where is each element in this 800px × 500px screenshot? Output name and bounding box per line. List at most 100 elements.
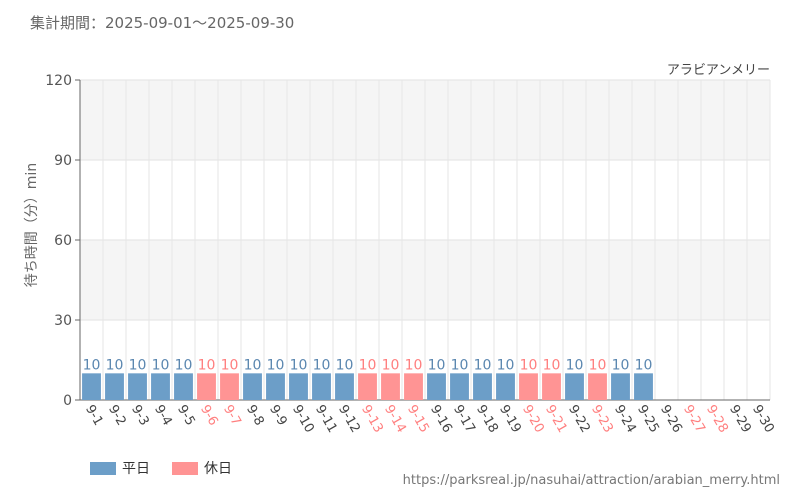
data-label-9-14: 10 <box>382 357 400 373</box>
data-label-9-6: 10 <box>198 357 216 373</box>
data-label-9-2: 10 <box>106 357 124 373</box>
bar-9-8 <box>243 373 262 400</box>
x-tick-label-9-7: 9-7 <box>220 403 244 429</box>
data-label-9-9: 10 <box>267 357 285 373</box>
bar-9-22 <box>565 373 584 400</box>
y-tick-label: 30 <box>54 313 72 329</box>
bar-9-17 <box>450 373 469 400</box>
x-tick-label-9-30: 9-30 <box>749 403 777 436</box>
data-label-9-20: 10 <box>520 357 538 373</box>
y-axis-tick-labels: 0 30 60 90 120 <box>45 73 72 409</box>
x-tick-label-9-25: 9-25 <box>634 403 662 436</box>
x-tick-label-9-27: 9-27 <box>680 403 708 436</box>
legend: 平日 休日 <box>90 458 232 478</box>
data-label-9-8: 10 <box>244 357 262 373</box>
x-tick-label-9-15: 9-15 <box>404 403 432 436</box>
x-tick-label-9-28: 9-28 <box>703 403 731 436</box>
data-label-9-17: 10 <box>451 357 469 373</box>
bar-9-9 <box>266 373 285 400</box>
bar-9-15 <box>404 373 423 400</box>
bar-9-23 <box>588 373 607 400</box>
x-tick-label-9-24: 9-24 <box>611 403 639 436</box>
data-label-9-12: 10 <box>336 357 354 373</box>
data-label-9-13: 10 <box>359 357 377 373</box>
x-tick-label-9-18: 9-18 <box>473 403 501 436</box>
legend-item-weekday: 平日 <box>90 458 150 478</box>
x-tick-label-9-11: 9-11 <box>312 403 340 436</box>
data-label-9-15: 10 <box>405 357 423 373</box>
x-tick-label-9-16: 9-16 <box>427 403 455 436</box>
bar-9-3 <box>128 373 147 400</box>
bar-9-4 <box>151 373 170 400</box>
x-tick-label-9-29: 9-29 <box>726 403 754 436</box>
data-label-9-18: 10 <box>474 357 492 373</box>
bar-9-24 <box>611 373 630 400</box>
data-label-9-22: 10 <box>566 357 584 373</box>
x-tick-label-9-19: 9-19 <box>496 403 524 436</box>
x-tick-label-9-13: 9-13 <box>358 403 386 436</box>
x-tick-label-9-22: 9-22 <box>565 403 593 436</box>
x-tick-label-9-8: 9-8 <box>243 403 267 429</box>
source-url: https://parksreal.jp/nasuhai/attraction/… <box>402 473 780 488</box>
x-tick-label-9-5: 9-5 <box>174 403 198 429</box>
bar-9-21 <box>542 373 561 400</box>
x-tick-label-9-21: 9-21 <box>542 403 570 436</box>
x-tick-label-9-20: 9-20 <box>519 403 547 436</box>
x-tick-label-9-17: 9-17 <box>450 403 478 436</box>
x-tick-label-9-4: 9-4 <box>151 403 175 429</box>
legend-label-weekday: 平日 <box>122 461 150 477</box>
bar-9-7 <box>220 373 239 400</box>
data-label-9-16: 10 <box>428 357 446 373</box>
x-tick-label-9-12: 9-12 <box>335 403 363 436</box>
bar-9-16 <box>427 373 446 400</box>
data-label-9-1: 10 <box>83 357 101 373</box>
bar-9-5 <box>174 373 193 400</box>
period-label: 集計期間：2025-09-01～2025-09-30 <box>30 14 295 32</box>
bar-9-14 <box>381 373 400 400</box>
bar-9-6 <box>197 373 216 400</box>
data-label-9-11: 10 <box>313 357 331 373</box>
x-axis-tick-labels: 9-1 9-2 9-3 9-4 9-5 9-6 9-7 9-8 9-9 9-109-119-129… <box>82 403 777 436</box>
x-tick-label-9-2: 9-2 <box>105 403 129 429</box>
legend-swatch-holiday <box>172 461 198 475</box>
bar-9-12 <box>335 373 354 400</box>
chart-title: アラビアンメリー <box>667 63 770 78</box>
x-tick-label-9-6: 9-6 <box>197 403 221 429</box>
y-axis-label: 待ち時間（分）min <box>24 163 40 287</box>
data-label-9-7: 10 <box>221 357 239 373</box>
legend-item-holiday: 休日 <box>172 458 232 478</box>
data-label-9-4: 10 <box>152 357 170 373</box>
data-label-9-23: 10 <box>589 357 607 373</box>
chart-grid <box>75 79 771 401</box>
x-tick-label-9-14: 9-14 <box>381 403 409 436</box>
bar-9-19 <box>496 373 515 400</box>
bar-9-2 <box>105 373 124 400</box>
bar-9-10 <box>289 373 308 400</box>
bar-9-13 <box>358 373 377 400</box>
x-tick-label-9-10: 9-10 <box>289 403 317 436</box>
bar-9-20 <box>519 373 538 400</box>
data-label-9-24: 10 <box>612 357 630 373</box>
x-tick-label-9-3: 9-3 <box>128 403 152 429</box>
x-tick-label-9-9: 9-9 <box>266 403 290 429</box>
x-tick-label-9-23: 9-23 <box>588 403 616 436</box>
data-label-9-10: 10 <box>290 357 308 373</box>
bar-9-11 <box>312 373 331 400</box>
y-tick-label: 90 <box>54 153 72 169</box>
data-label-9-3: 10 <box>129 357 147 373</box>
chart-bars: 10 10 10 10 10 10 10 10 10 10 10 10 10 10 10 10 10 10 10 10… <box>82 357 653 400</box>
legend-swatch-weekday <box>90 461 116 475</box>
legend-label-holiday: 休日 <box>204 461 232 477</box>
y-tick-label: 0 <box>63 393 72 409</box>
bar-9-1 <box>82 373 101 400</box>
y-tick-label: 60 <box>54 233 72 249</box>
data-label-9-5: 10 <box>175 357 193 373</box>
data-label-9-21: 10 <box>543 357 561 373</box>
y-tick-label: 120 <box>45 73 72 89</box>
bar-9-25 <box>634 373 653 400</box>
data-label-9-25: 10 <box>635 357 653 373</box>
x-tick-label-9-26: 9-26 <box>657 403 685 436</box>
data-label-9-19: 10 <box>497 357 515 373</box>
bar-9-18 <box>473 373 492 400</box>
